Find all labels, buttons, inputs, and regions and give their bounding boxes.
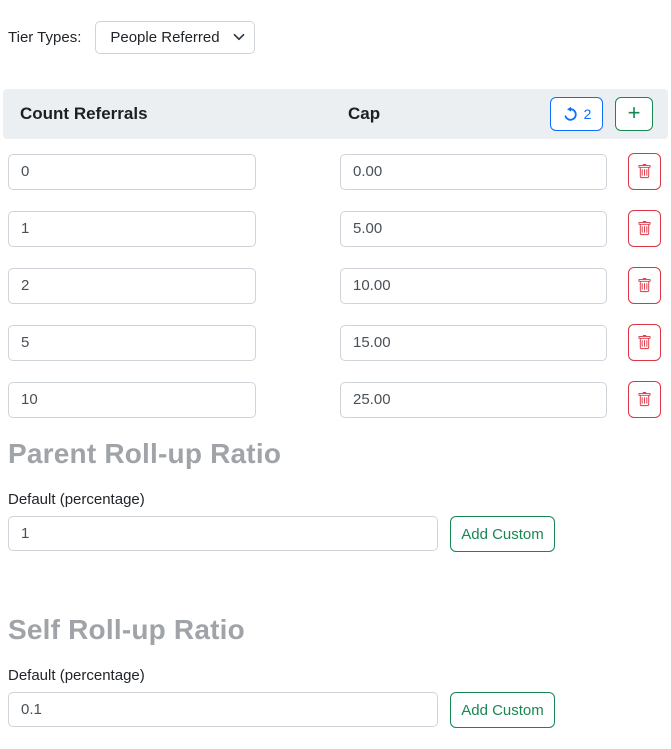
cap-input[interactable] (340, 324, 607, 361)
tier-rows (0, 153, 671, 418)
self-rollup-section: Self Roll-up Ratio Default (percentage) … (8, 616, 671, 728)
self-default-input[interactable] (8, 692, 438, 727)
count-referrals-input[interactable] (8, 210, 256, 247)
parent-add-custom-button[interactable]: Add Custom (450, 516, 555, 552)
tier-types-row: Tier Types: People Referred (0, 0, 671, 54)
self-default-label: Default (percentage) (8, 667, 145, 684)
parent-default-label: Default (percentage) (8, 491, 145, 508)
parent-default-input[interactable] (8, 516, 438, 551)
cap-column-header: Cap (348, 104, 381, 123)
trash-icon (637, 221, 652, 236)
count-referrals-input[interactable] (8, 324, 256, 361)
tier-types-select[interactable]: People Referred (95, 21, 256, 54)
undo-count: 2 (583, 106, 592, 122)
count-referrals-input[interactable] (8, 153, 256, 190)
delete-row-button[interactable] (628, 210, 661, 247)
tiers-table-header: Count Referrals Cap 2 + (3, 89, 668, 139)
self-add-custom-button[interactable]: Add Custom (450, 692, 555, 728)
undo-icon (562, 106, 579, 123)
tier-settings-page: Tier Types: People Referred Count Referr… (0, 0, 671, 728)
tier-types-label: Tier Types: (8, 29, 82, 46)
cap-input[interactable] (340, 153, 607, 190)
trash-icon (637, 278, 652, 293)
tier-row (8, 381, 671, 418)
parent-rollup-section: Parent Roll-up Ratio Default (percentage… (8, 440, 671, 552)
delete-row-button[interactable] (628, 324, 661, 361)
count-referrals-column-header: Count Referrals (20, 104, 148, 123)
count-referrals-input[interactable] (8, 381, 256, 418)
trash-icon (637, 392, 652, 407)
parent-rollup-title: Parent Roll-up Ratio (8, 438, 282, 469)
tier-types-select-wrap: People Referred (95, 21, 256, 54)
add-row-button[interactable]: + (615, 97, 653, 131)
plus-icon: + (627, 100, 641, 125)
cap-input[interactable] (340, 267, 607, 304)
delete-row-button[interactable] (628, 153, 661, 190)
trash-icon (637, 164, 652, 179)
tier-row (8, 267, 671, 304)
tier-row (8, 210, 671, 247)
cap-input[interactable] (340, 210, 607, 247)
undo-button[interactable]: 2 (550, 97, 603, 131)
header-buttons: 2 + (550, 97, 653, 131)
parent-default-row: Add Custom (8, 516, 671, 552)
tier-row (8, 324, 671, 361)
self-default-row: Add Custom (8, 692, 671, 728)
delete-row-button[interactable] (628, 381, 661, 418)
delete-row-button[interactable] (628, 267, 661, 304)
cap-input[interactable] (340, 381, 607, 418)
trash-icon (637, 335, 652, 350)
self-rollup-title: Self Roll-up Ratio (8, 614, 245, 645)
count-referrals-input[interactable] (8, 267, 256, 304)
tier-row (8, 153, 671, 190)
